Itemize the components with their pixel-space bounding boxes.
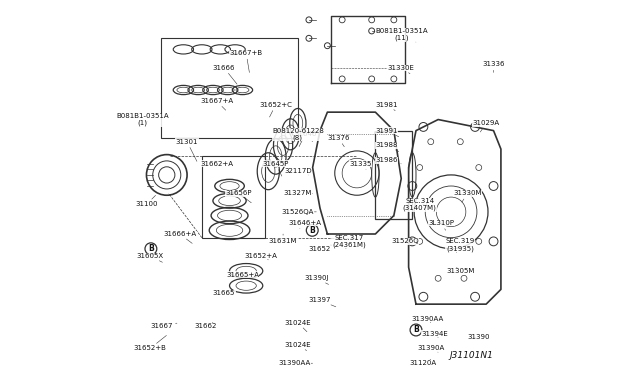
Text: 31662: 31662 (195, 323, 217, 329)
Text: 31652+B: 31652+B (134, 336, 166, 352)
Text: B081B1-0351A
(11): B081B1-0351A (11) (375, 28, 428, 42)
Bar (376, 131, 412, 219)
Text: SEC.319
(31935): SEC.319 (31935) (445, 238, 475, 253)
Text: 31526Q: 31526Q (391, 238, 419, 245)
Text: 31646: 31646 (294, 131, 316, 147)
Text: 31988: 31988 (375, 142, 399, 151)
Text: 31390A: 31390A (417, 346, 444, 352)
Text: 31652: 31652 (309, 245, 331, 252)
Text: B: B (413, 326, 419, 334)
Text: B: B (148, 244, 154, 253)
Text: 31605X: 31605X (136, 253, 164, 262)
Text: 31029A: 31029A (472, 120, 500, 132)
Bar (161, 38, 298, 138)
Text: 31665+A: 31665+A (226, 272, 259, 278)
Text: 31024E: 31024E (285, 320, 311, 332)
Text: B: B (309, 226, 315, 235)
Text: 31335: 31335 (349, 161, 372, 169)
Text: 31667+B: 31667+B (230, 50, 262, 73)
Text: 31652+C: 31652+C (259, 102, 292, 117)
Text: 3L310P: 3L310P (429, 220, 455, 230)
Text: 31394E: 31394E (421, 331, 448, 337)
Text: B08120-61228
(8): B08120-61228 (8) (272, 128, 324, 142)
Text: 31336: 31336 (483, 61, 505, 73)
Text: 31330E: 31330E (388, 65, 415, 74)
Text: 31526QA: 31526QA (282, 209, 316, 215)
Text: SEC.317
(24361M): SEC.317 (24361M) (333, 235, 367, 249)
Text: 31662+A: 31662+A (200, 161, 233, 167)
Text: 31665: 31665 (213, 290, 235, 296)
Text: 31656P: 31656P (225, 190, 252, 203)
Text: 31666+A: 31666+A (163, 231, 196, 243)
Text: 31645P: 31645P (262, 161, 289, 176)
Text: 31666: 31666 (212, 65, 237, 84)
Text: 31991: 31991 (375, 128, 399, 137)
Text: 31330M: 31330M (453, 190, 482, 202)
Bar (202, 157, 264, 238)
Text: B081B1-0351A
(1): B081B1-0351A (1) (116, 113, 169, 126)
Text: 31390: 31390 (467, 334, 490, 340)
Text: 31390J: 31390J (304, 275, 328, 285)
Text: 31390AA: 31390AA (411, 316, 443, 323)
Text: 31120A: 31120A (410, 359, 437, 366)
Text: 31631M: 31631M (269, 234, 298, 244)
Text: 31652+A: 31652+A (244, 253, 277, 260)
Text: J31101N1: J31101N1 (450, 350, 493, 359)
Text: 31100: 31100 (135, 195, 157, 208)
Text: 32117D: 32117D (284, 168, 312, 175)
Text: 31376: 31376 (327, 135, 349, 147)
Text: 31301: 31301 (176, 139, 198, 161)
Text: 31390AA: 31390AA (278, 360, 312, 366)
Text: 31397: 31397 (308, 298, 336, 307)
Text: 31667: 31667 (150, 323, 177, 329)
Text: 31305M: 31305M (446, 267, 474, 274)
Text: 31646+A: 31646+A (289, 220, 322, 228)
Text: SEC.314
(31407M): SEC.314 (31407M) (403, 198, 436, 211)
Text: 31981: 31981 (375, 102, 397, 110)
Text: 31024E: 31024E (285, 342, 311, 351)
Text: 31986: 31986 (375, 157, 401, 164)
Text: 31327M: 31327M (284, 190, 312, 196)
Text: 31667+A: 31667+A (200, 98, 233, 110)
